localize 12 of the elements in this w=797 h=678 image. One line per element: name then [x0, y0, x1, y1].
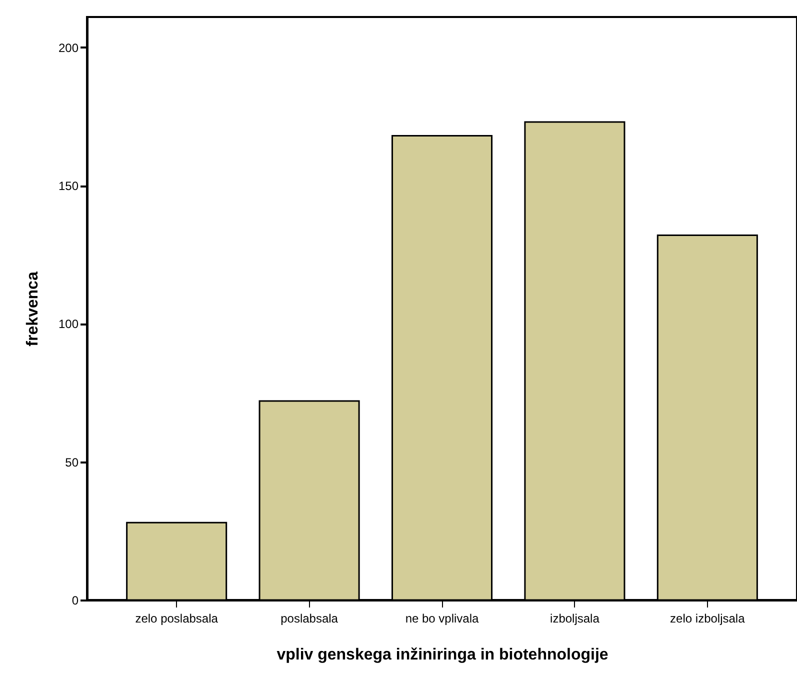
y-tick-label: 200 [58, 40, 79, 55]
x-tick-label: zelo izboljsala [670, 612, 746, 626]
y-axis-title: frekvenca [24, 272, 42, 346]
x-tick-label: poslabsala [280, 612, 338, 626]
x-axis-title: vpliv genskega inžiniringa in biotehnologije [276, 646, 608, 664]
y-tick-label: 50 [65, 455, 79, 470]
y-tick-label: 100 [58, 317, 79, 332]
x-tick-label: izboljsala [550, 612, 600, 626]
y-tick-label: 150 [58, 179, 79, 194]
x-tick-label: ne bo vplivala [405, 612, 480, 626]
y-tick-label: 0 [72, 594, 79, 608]
x-tick-label: zelo poslabsala [135, 612, 218, 626]
